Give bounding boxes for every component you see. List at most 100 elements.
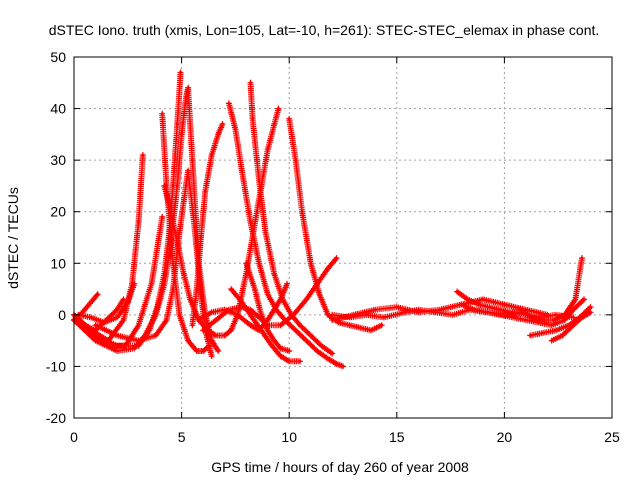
data-point: [330, 318, 334, 322]
plot-frame: [73, 56, 613, 419]
data-point: [236, 313, 240, 317]
data-point: [341, 364, 345, 368]
data-point: [121, 297, 125, 301]
data-point: [216, 132, 220, 136]
data-point: [498, 308, 502, 312]
data-point: [154, 333, 158, 337]
data-point: [373, 308, 377, 312]
data-point: [524, 318, 528, 322]
data-point: [459, 303, 463, 307]
data-point: [248, 81, 252, 85]
data-point: [132, 346, 136, 350]
data-point: [195, 349, 199, 353]
data-point: [210, 153, 214, 157]
data-point: [287, 117, 291, 121]
y-tick-label: -20: [46, 410, 66, 426]
data-point: [248, 308, 252, 312]
data-point: [240, 305, 244, 309]
data-point: [130, 282, 134, 286]
data-point: [352, 313, 356, 317]
axis-ticks: 0 5 10 15 20 25 -20 -10 0 10 20 30 40 50: [46, 49, 620, 445]
data-point: [498, 313, 502, 317]
data-point: [115, 315, 119, 319]
data-point: [89, 315, 93, 319]
data-point: [115, 308, 119, 312]
y-tick-label: 0: [58, 307, 66, 323]
data-point: [588, 310, 592, 314]
data-point: [580, 256, 584, 260]
series-24: [527, 304, 594, 339]
data-point: [180, 132, 184, 136]
data-point: [149, 282, 153, 286]
data-point: [520, 310, 524, 314]
data-point: [240, 168, 244, 172]
data-point: [195, 287, 199, 291]
data-point: [330, 352, 334, 356]
data-point: [485, 310, 489, 314]
data-point: [571, 308, 575, 312]
data-point: [115, 333, 119, 337]
data-point: [210, 310, 214, 314]
data-point: [179, 70, 183, 74]
data-point: [199, 236, 203, 239]
data-point: [121, 318, 125, 322]
data-point: [298, 359, 302, 363]
data-point: [554, 313, 558, 317]
data-point: [541, 331, 545, 335]
data-point: [216, 349, 220, 353]
data-point: [141, 153, 145, 157]
data-point: [416, 310, 420, 314]
data-point: [266, 318, 270, 322]
data-point: [561, 333, 565, 337]
data-point: [266, 148, 270, 152]
data-point: [169, 210, 173, 214]
data-point: [358, 326, 362, 330]
y-tick-label: 50: [50, 49, 66, 65]
x-tick-label: 15: [389, 429, 405, 445]
data-point: [588, 305, 592, 309]
series-25: [548, 309, 594, 344]
data-point: [524, 308, 528, 312]
data-point: [270, 344, 274, 348]
data-point: [309, 261, 313, 265]
data-point: [251, 117, 255, 121]
data-point: [175, 241, 179, 245]
data-point: [347, 323, 351, 327]
data-point: [257, 179, 261, 183]
data-point: [171, 184, 175, 188]
x-tick-label: 0: [70, 429, 78, 445]
data-point: [190, 323, 194, 327]
data-point: [315, 349, 319, 353]
data-point: [227, 101, 231, 105]
data-point: [528, 333, 532, 337]
series-17: [195, 280, 290, 334]
chart-title: dSTEC Iono. truth (xmis, Lon=105, Lat=-1…: [49, 22, 600, 38]
data-point: [292, 313, 296, 317]
data-point: [266, 292, 270, 296]
data-point: [96, 292, 100, 296]
data-point: [304, 339, 308, 343]
data-point: [294, 328, 298, 332]
data-point: [220, 122, 224, 126]
data-point: [137, 339, 141, 343]
data-point: [298, 323, 302, 327]
data-point: [248, 313, 252, 317]
data-point: [115, 344, 119, 348]
data-point: [502, 303, 506, 307]
data-point: [272, 272, 276, 276]
data-point: [466, 297, 470, 301]
data-point: [272, 339, 276, 343]
data-point: [190, 158, 194, 162]
data-point: [255, 210, 259, 214]
data-point: [537, 321, 541, 325]
data-point: [481, 297, 485, 301]
data-point: [259, 313, 263, 317]
data-point: [115, 349, 119, 353]
data-point: [175, 184, 179, 188]
data-point: [563, 318, 567, 322]
y-tick-label: 30: [50, 152, 66, 168]
data-point: [451, 313, 455, 317]
data-point: [279, 354, 283, 358]
data-point: [554, 328, 558, 332]
series-10: [161, 105, 282, 339]
